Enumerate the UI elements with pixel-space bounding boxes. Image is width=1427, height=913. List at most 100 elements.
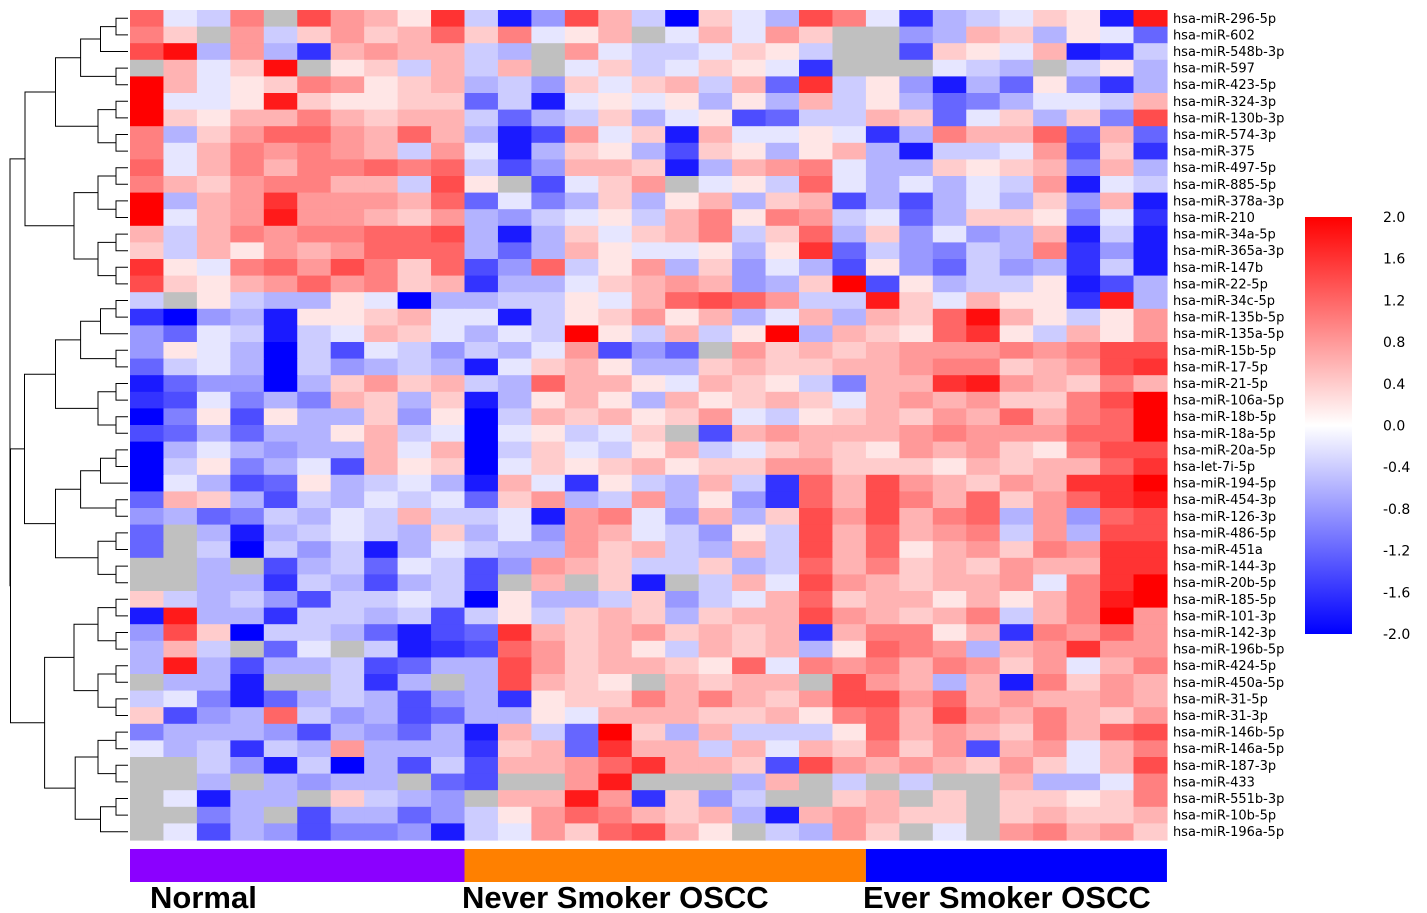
heatmap-cell — [397, 607, 432, 625]
heatmap-cell — [765, 10, 800, 28]
heatmap-cell — [765, 325, 800, 343]
heatmap-cell — [464, 308, 499, 326]
heatmap-cell — [497, 790, 532, 808]
heatmap-cell — [1100, 740, 1135, 758]
heatmap-cell — [999, 10, 1034, 28]
dendrogram-branch — [115, 167, 128, 185]
heatmap-cell — [397, 43, 432, 61]
colorbar-gradient — [1305, 217, 1352, 634]
heatmap-cell — [966, 275, 1001, 293]
heatmap-cell — [130, 93, 165, 111]
heatmap-cell — [865, 10, 900, 28]
heatmap-cell — [230, 674, 265, 692]
colorbar-tick-label: 0.4 — [1383, 377, 1405, 393]
dendrogram-branch — [115, 266, 128, 285]
heatmap-cell — [932, 308, 967, 326]
heatmap-cell — [464, 491, 499, 509]
heatmap-cell — [966, 541, 1001, 559]
heatmap-cell — [865, 458, 900, 476]
heatmap-cell — [966, 391, 1001, 409]
heatmap-cell — [497, 474, 532, 492]
heatmap-cell — [932, 508, 967, 526]
heatmap-cell — [497, 408, 532, 426]
heatmap-cell — [163, 425, 198, 443]
heatmap-cell — [564, 43, 599, 61]
heatmap-cell — [263, 557, 298, 575]
heatmap-cell — [1133, 159, 1168, 177]
heatmap-cell — [1033, 773, 1068, 791]
heatmap-cell — [698, 259, 733, 277]
heatmap-cell — [230, 109, 265, 127]
heatmap-cell — [1133, 557, 1168, 575]
heatmap-cell — [464, 225, 499, 243]
heatmap-cell — [631, 325, 666, 343]
heatmap-cell — [899, 209, 934, 227]
heatmap-cell — [163, 375, 198, 393]
heatmap-cell — [799, 375, 834, 393]
heatmap-cell — [698, 524, 733, 542]
heatmap-cell — [330, 325, 365, 343]
heatmap-cell — [932, 209, 967, 227]
heatmap-cell — [531, 607, 566, 625]
heatmap-cell — [799, 126, 834, 144]
heatmap-cell — [196, 574, 231, 592]
heatmap-cell — [531, 192, 566, 210]
heatmap-cell — [130, 508, 165, 526]
heatmap-cell — [297, 524, 332, 542]
heatmap-cell — [464, 209, 499, 227]
heatmap-cell — [899, 59, 934, 77]
heatmap-cell — [932, 142, 967, 160]
heatmap-cell — [698, 723, 733, 741]
heatmap-cell — [531, 275, 566, 293]
heatmap-cell — [397, 474, 432, 492]
heatmap-cell — [1133, 259, 1168, 277]
row-label: hsa-miR-378a-3p — [1173, 194, 1284, 209]
heatmap-cell — [966, 674, 1001, 692]
heatmap-cell — [497, 425, 532, 443]
heatmap-cell — [598, 209, 633, 227]
row-labels: hsa-miR-296-5phsa-miR-602hsa-miR-548b-3p… — [1173, 12, 1284, 840]
heatmap-cell — [464, 740, 499, 758]
heatmap-cell — [932, 408, 967, 426]
heatmap-cell — [130, 176, 165, 194]
heatmap-cell — [1133, 624, 1168, 642]
heatmap-cell — [966, 474, 1001, 492]
heatmap-cell — [765, 76, 800, 94]
heatmap-cell — [531, 176, 566, 194]
heatmap-cell — [163, 690, 198, 708]
heatmap-cell — [799, 707, 834, 725]
heatmap-cell — [999, 541, 1034, 559]
heatmap-cell — [1133, 508, 1168, 526]
heatmap-cell — [431, 757, 466, 775]
heatmap-cell — [230, 707, 265, 725]
heatmap-cell — [698, 591, 733, 609]
heatmap-cell — [932, 491, 967, 509]
heatmap-cell — [832, 524, 867, 542]
heatmap-cell — [263, 308, 298, 326]
dendrogram-branch — [115, 383, 128, 401]
heatmap-cell — [1066, 26, 1101, 44]
heatmap-cell — [799, 408, 834, 426]
heatmap-cell — [799, 342, 834, 360]
heatmap-cell — [497, 325, 532, 343]
heatmap-cell — [130, 142, 165, 160]
heatmap-cell — [698, 674, 733, 692]
heatmap-cell — [598, 491, 633, 509]
heatmap-cell — [397, 176, 432, 194]
row-label: hsa-miR-144-3p — [1173, 560, 1276, 575]
heatmap-cell — [665, 59, 700, 77]
heatmap-cell — [1033, 624, 1068, 642]
heatmap-cell — [330, 275, 365, 293]
heatmap-cell — [431, 790, 466, 808]
heatmap-cell — [364, 76, 399, 94]
heatmap-cell — [999, 591, 1034, 609]
heatmap-cell — [598, 375, 633, 393]
heatmap-cell — [230, 425, 265, 443]
heatmap-cell — [1133, 342, 1168, 360]
heatmap-cell — [865, 657, 900, 675]
heatmap-cell — [665, 192, 700, 210]
heatmap-cell — [899, 93, 934, 111]
heatmap-cell — [297, 43, 332, 61]
heatmap-cell — [932, 574, 967, 592]
heatmap-cell — [832, 325, 867, 343]
